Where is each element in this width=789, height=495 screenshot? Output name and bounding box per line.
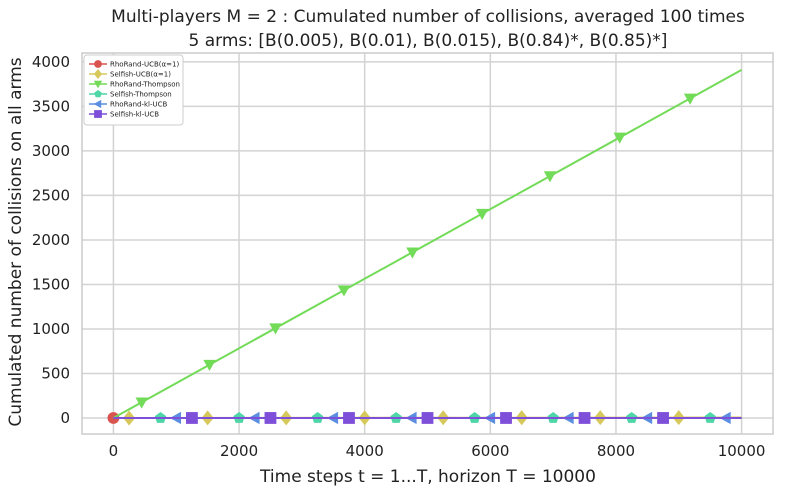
y-tick-label: 1000 <box>32 320 70 338</box>
data-point <box>269 323 282 335</box>
legend-box <box>83 54 184 126</box>
grid <box>82 53 773 434</box>
legend-label: RhoRand-Thompson <box>110 81 180 89</box>
data-point <box>578 412 591 424</box>
legend-marker <box>94 110 102 118</box>
legend-marker <box>94 60 102 68</box>
data-point <box>343 412 355 424</box>
series-line <box>112 69 743 419</box>
data-point <box>264 412 277 424</box>
legend-label: RhoRand-UCB(α=1) <box>110 61 179 69</box>
legend-marker <box>93 80 103 89</box>
y-axis-label: Cumulated number of collisions on all ar… <box>6 57 26 426</box>
data-point <box>475 208 489 220</box>
data-point <box>186 412 198 424</box>
data-point <box>406 247 419 259</box>
x-tick-label: 6000 <box>471 442 509 460</box>
y-tick-label: 4000 <box>32 53 70 71</box>
series-selfish-kl-ucb <box>113 412 742 424</box>
y-tick-label: 2000 <box>32 231 70 249</box>
data-point <box>337 285 351 297</box>
legend-label: Selfish-kl-UCB <box>110 111 159 119</box>
data-point <box>203 359 216 372</box>
data-point <box>421 412 434 424</box>
x-tick-label: 10000 <box>718 442 766 460</box>
y-tick-label: 500 <box>41 364 70 382</box>
y-tick-label: 2500 <box>32 186 70 204</box>
x-tick-label: 2000 <box>220 442 258 460</box>
plot-frame <box>81 52 774 435</box>
data-point <box>657 412 669 424</box>
y-tick-label: 0 <box>60 409 70 427</box>
x-axis-label: Time steps t = 1...T, horizon T = 10000 <box>259 467 596 487</box>
y-tick-label: 3000 <box>32 142 70 160</box>
legend: RhoRand-UCB(α=1) Selfish-UCB(α=1) RhoRand-… <box>83 54 184 126</box>
y-tick-label: 1500 <box>32 275 70 293</box>
legend-label: Selfish-UCB(α=1) <box>110 71 171 79</box>
x-tick-label: 8000 <box>597 442 635 460</box>
data-point <box>500 412 512 424</box>
data-point <box>543 171 557 183</box>
series-group <box>107 69 743 426</box>
series-rhorand-thompson <box>112 69 743 419</box>
data-point <box>683 93 697 105</box>
chart-title: Multi-players M = 2 : Cumulated number o… <box>111 7 745 27</box>
legend-marker <box>93 68 103 80</box>
legend-marker <box>93 99 102 109</box>
tick-labels: 0 2000 4000 6000 8000 10000 0 500 1000 1500 2000 25… <box>32 53 766 460</box>
legend-label: Selfish-Thompson <box>110 91 172 99</box>
x-tick-label: 4000 <box>346 442 384 460</box>
legend-marker <box>94 90 102 98</box>
legend-label: RhoRand-kl-UCB <box>110 101 168 109</box>
data-point <box>613 132 626 144</box>
chart-subtitle: 5 arms: [B(0.005), B(0.01), B(0.015), B(… <box>189 31 668 51</box>
y-tick-label: 3500 <box>32 97 70 115</box>
x-tick-label: 0 <box>109 442 119 460</box>
data-point <box>135 397 148 409</box>
